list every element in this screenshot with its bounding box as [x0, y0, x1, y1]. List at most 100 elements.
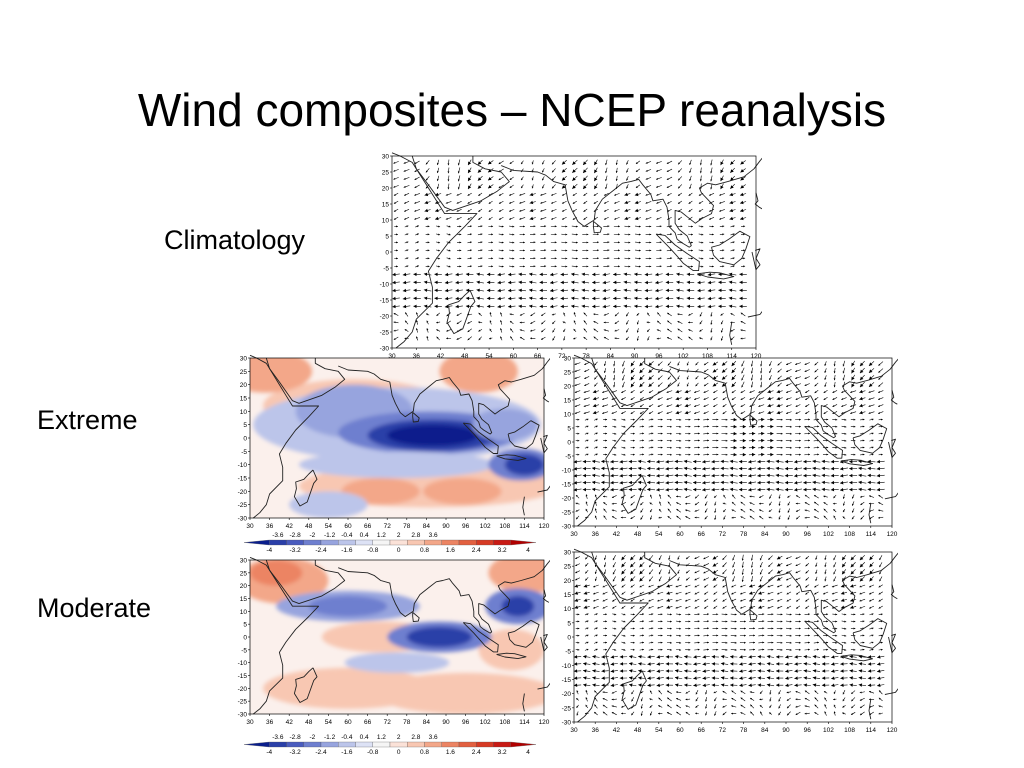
colorbar-top-label: -3.6	[272, 532, 284, 539]
lon-tick-label: 108	[499, 719, 510, 726]
lon-tick-label: 48	[305, 523, 313, 530]
lon-tick-label: 54	[655, 531, 663, 538]
lat-tick-label: -5	[383, 266, 389, 273]
moderate-anomaly-contour-map: 30 25 20 15 10 5 0 -5 -10 -15 -20 -25 -30 30 36 42 48 54 6…	[228, 556, 550, 728]
colorbar-swatch	[407, 539, 425, 546]
lon-tick-label: 72	[558, 353, 566, 360]
colorbar-top-label: -1.2	[324, 734, 336, 741]
colorbar-top-label: -3.6	[272, 734, 284, 741]
wind-vectors	[573, 360, 885, 520]
lat-tick-label: 10	[240, 409, 248, 416]
lon-tick-label: 84	[423, 719, 431, 726]
colorbar-swatch	[303, 539, 322, 546]
lon-tick-label: 102	[480, 719, 491, 726]
lon-tick-label: 30	[246, 719, 254, 726]
colorbar-top-label: 2	[397, 532, 401, 539]
lat-tick-label: 10	[564, 412, 572, 419]
lon-tick-label: 66	[698, 531, 706, 538]
coastlines	[249, 354, 550, 519]
colorbar-top-label: -2	[309, 734, 315, 741]
colorbar-swatch	[407, 741, 425, 748]
lon-tick-label: 66	[534, 353, 542, 360]
colorbar-swatch	[493, 539, 511, 546]
lon-tick-label: 84	[423, 523, 431, 530]
lat-tick-label: -25	[380, 330, 390, 337]
colorbar-top-label: -2.8	[290, 734, 302, 741]
lat-tick-label: 30	[564, 550, 572, 557]
lon-tick-label: 72	[719, 727, 727, 734]
lat-tick-label: -20	[380, 314, 390, 321]
colorbar-top-label: 2.8	[411, 734, 420, 741]
anomaly-field	[250, 358, 544, 518]
colorbar-swatch	[303, 741, 322, 748]
lon-tick-label: 42	[437, 353, 445, 360]
lat-tick-label: 15	[382, 202, 390, 209]
lon-tick-label: 78	[583, 353, 591, 360]
colorbar-swatch	[338, 539, 356, 546]
lat-tick-label: 20	[240, 382, 248, 389]
colorbar-bottom-label: -2.4	[315, 749, 327, 756]
lat-tick-label: 20	[564, 384, 572, 391]
lon-tick-label: 36	[413, 353, 421, 360]
colorbar-top-label: 0.4	[360, 734, 369, 741]
lat-tick-label: -5	[565, 454, 571, 461]
colorbar-bottom-label: 3.2	[498, 547, 507, 554]
colorbar-swatch	[355, 539, 373, 546]
lat-tick-label: -10	[380, 282, 390, 289]
lat-tick-label: -10	[238, 462, 248, 469]
lat-tick-label: 5	[243, 422, 247, 429]
lat-tick-label: -15	[562, 482, 572, 489]
lat-tick-label: 30	[240, 356, 248, 363]
lat-tick-label: -10	[562, 663, 572, 670]
colorbar-swatch	[355, 741, 373, 748]
colorbar-swatch	[458, 539, 477, 546]
colorbar-swatch	[493, 741, 511, 748]
lat-tick-label: 30	[564, 356, 572, 363]
climatology-wind-vector-map: 30 25 20 15 10 5 0 -5 -10 -15 -20 -25 -30 30 36 42 48 54 6…	[370, 152, 762, 362]
colorbar-bottom-label: -2.4	[315, 547, 327, 554]
colorbar-bottom-label: -4	[266, 547, 272, 554]
lat-tick-label: 20	[240, 583, 248, 590]
lon-tick-label: 48	[634, 727, 642, 734]
lat-tick-label: -10	[238, 660, 248, 667]
lon-tick-label: 102	[823, 727, 834, 734]
moderate-colorbar: -3.6 -2.8 -2 -1.2 -0.4 0.4 1.2 2 2.8 3.6 -4 -3.2 -2.…	[240, 732, 540, 761]
colorbar-bottom-label: -0.8	[367, 547, 379, 554]
colorbar-bottom-label: 1.6	[446, 749, 455, 756]
lon-tick-label: 36	[592, 727, 600, 734]
lon-tick-label: 48	[634, 531, 642, 538]
lat-tick-label: 0	[567, 440, 571, 447]
lat-tick-label: -30	[380, 346, 390, 353]
lon-tick-label: 108	[702, 353, 713, 360]
lon-tick-label: 30	[570, 531, 578, 538]
lat-tick-label: 25	[564, 370, 572, 377]
wind-vectors	[573, 554, 885, 716]
lon-tick-label: 60	[344, 719, 352, 726]
slide-title: Wind composites – NCEP reanalysis	[137, 84, 887, 136]
lat-tick-label: 0	[385, 250, 389, 257]
lat-tick-label: -25	[562, 705, 572, 712]
lat-tick-label: 5	[567, 620, 571, 627]
lon-tick-label: 42	[286, 719, 294, 726]
colorbar-bottom-label: -1.6	[341, 547, 353, 554]
lon-tick-label: 102	[480, 523, 491, 530]
lat-tick-label: 10	[240, 609, 248, 616]
lon-tick-label: 54	[655, 727, 663, 734]
lon-tick-label: 84	[761, 531, 769, 538]
lat-tick-label: -30	[562, 720, 572, 727]
lon-tick-label: 78	[403, 523, 411, 530]
lon-tick-label: 108	[844, 531, 855, 538]
colorbar-top-label: -0.4	[341, 734, 353, 741]
lon-tick-label: 54	[485, 353, 493, 360]
lat-tick-label: 5	[567, 426, 571, 433]
lat-tick-label: 25	[240, 369, 248, 376]
lon-tick-label: 114	[866, 727, 877, 734]
colorbar-bottom-label: 1.6	[446, 547, 455, 554]
lon-tick-label: 96	[462, 523, 470, 530]
colorbar-swatch	[441, 741, 460, 748]
anomaly-field	[250, 560, 544, 714]
row-label-climatology: Climatology	[164, 225, 306, 255]
row-label-extreme: Extreme	[37, 405, 138, 435]
colorbar-swatch	[286, 741, 304, 748]
colorbar-swatch	[269, 741, 287, 748]
